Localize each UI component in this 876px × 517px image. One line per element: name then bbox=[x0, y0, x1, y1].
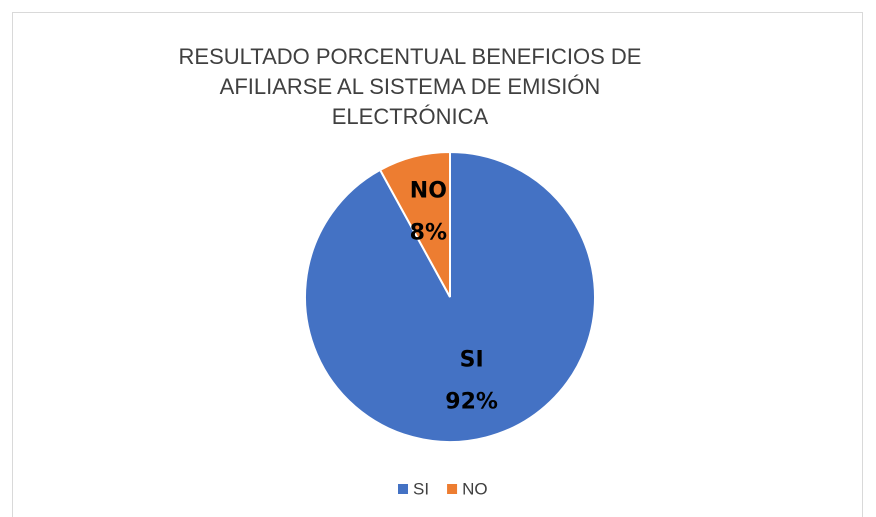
legend-swatch bbox=[398, 484, 408, 494]
chart-title: ELECTRÓNICA bbox=[332, 104, 489, 129]
data-label-name: NO bbox=[410, 179, 447, 204]
data-label-value: 92% bbox=[445, 389, 498, 414]
data-label-name: SI bbox=[460, 347, 484, 372]
chart-title: AFILIARSE AL SISTEMA DE EMISIÓN bbox=[220, 74, 601, 99]
legend-label: NO bbox=[462, 479, 488, 498]
legend-swatch bbox=[447, 484, 458, 494]
chart-title: RESULTADO PORCENTUAL BENEFICIOS DE bbox=[179, 44, 642, 69]
legend-label: SI bbox=[413, 479, 429, 498]
data-label-value: 8% bbox=[410, 221, 447, 246]
pie-slice bbox=[378, 150, 451, 298]
